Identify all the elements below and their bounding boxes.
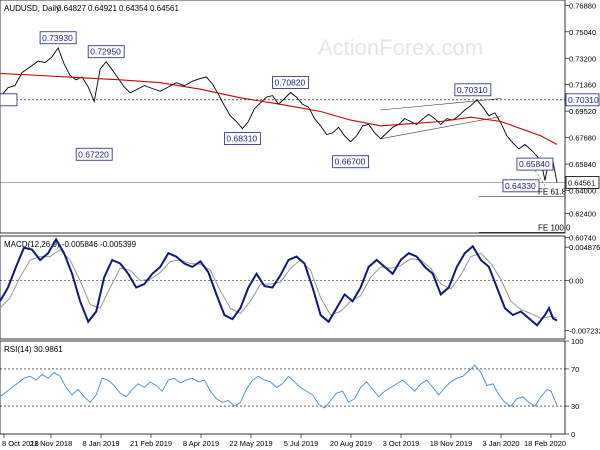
macd-line: [0, 237, 558, 327]
annotation-box: [224, 132, 261, 145]
annotation-label: 0.68310: [226, 134, 257, 144]
x-tick-label: 22 May 2019: [229, 439, 272, 448]
x-tick-label: 20 Aug 2019: [330, 439, 372, 448]
moving-average-line: [0, 72, 558, 145]
header-value-1: 0.64827: [57, 4, 86, 13]
macd-y-tick-label: 0.004876: [569, 243, 600, 252]
fe-label: FE 61.8: [538, 187, 567, 196]
annotation-box: [272, 76, 309, 89]
left-level-box: [0, 93, 18, 107]
annotation-box: [39, 31, 77, 45]
x-tick-label: 3 Jan 2020: [482, 439, 519, 448]
rsi-y-tick-label: 30: [571, 402, 579, 411]
x-tick-label: 3 Oct 2019: [383, 439, 420, 448]
annotation-label: 0.67220: [78, 149, 109, 159]
rsi-y-tick-label: 70: [571, 365, 579, 374]
price-pane-title: AUDUSD, Daily: [4, 4, 60, 13]
price-series-line: [0, 46, 558, 183]
annotation-box: [332, 155, 370, 169]
annotation-label: 0.66700: [335, 157, 366, 167]
price-y-tick-label: 0.62400: [569, 210, 596, 219]
price-y-tick-label: 0.69520: [569, 107, 596, 116]
macd-plot: [0, 237, 565, 327]
header-value-3: 0.64354: [119, 4, 148, 13]
x-tick-label: 5 Jul 2019: [284, 439, 319, 448]
channel-lower-line: [380, 116, 501, 140]
rsi-y-tick-label: 0: [571, 430, 575, 439]
price-header: AUDUSD, Daily 0.64827 0.64921 0.64354 0.…: [4, 4, 179, 13]
annotation-label: 0.64330: [505, 181, 536, 191]
price-y-tick-label: 0.67680: [569, 134, 596, 143]
price-y-tick-label: 0.71360: [569, 81, 596, 90]
annotation-box: [454, 83, 492, 97]
fe-label: FE 100.0: [538, 223, 571, 232]
price-y-tick-label: 0.64000: [569, 187, 596, 196]
price-y-tick-label: 0.60740: [569, 233, 596, 242]
price-annotations: 0.73930 0.72950 0.70820 0.70310 0.68310 0.672…: [39, 31, 600, 232]
watermark-text: ActionForex.com: [318, 35, 483, 60]
channel-upper-line: [380, 98, 501, 111]
rsi-pane-title: RSI(14) 30.9861: [4, 345, 63, 354]
rsi-y-tick-label: 100: [571, 337, 584, 346]
macd-signal-line: [0, 249, 558, 319]
x-tick-label: 18 Nov 2019: [430, 439, 473, 448]
current-price-box: [565, 176, 600, 189]
macd-pane-frame: [0, 235, 566, 340]
x-tick-label: 8 Apr 2019: [183, 439, 219, 448]
annotation-box: [502, 179, 540, 193]
annotation-label: 0.70310: [457, 85, 488, 95]
annotation-label: 0.72950: [90, 47, 121, 57]
macd-y-tick-label: -0.007232: [569, 326, 600, 335]
level-axis-label: 0.70310: [568, 95, 599, 105]
annotation-label: 0.73930: [42, 33, 73, 43]
x-tick-label: 8 Jan 2019: [82, 439, 119, 448]
annotation-box: [87, 45, 125, 59]
level-axis-box: [565, 93, 600, 107]
macd-pane-title: MACD(12,26,9) -0.005846 -0.005399: [4, 240, 137, 249]
price-y-tick-label: 0.73200: [569, 54, 596, 63]
annotation-label: 0.70820: [275, 77, 306, 87]
x-tick-label: 21 Nov 2018: [30, 439, 73, 448]
x-tick-label: 8 Oct 2018: [2, 439, 39, 448]
price-y-tick-label: 0.65840: [569, 160, 596, 169]
annotation-box: [75, 147, 113, 161]
rsi-y-axis: 100 70 30 0: [565, 337, 584, 439]
annotation-box: [516, 157, 554, 171]
macd-y-axis: 0.004876 0.00 -0.007232: [565, 243, 600, 335]
price-y-axis: 0.76880 0.75040 0.73200 0.71360 0.69520 0.676…: [565, 1, 596, 242]
rsi-pane-frame: [0, 340, 566, 435]
price-pane-frame: [0, 0, 566, 234]
macd-y-tick-label: 0.00: [569, 277, 584, 286]
rsi-line: [0, 364, 558, 409]
rsi-plot: [0, 364, 565, 409]
price-y-tick-label: 0.75040: [569, 28, 596, 37]
x-tick-label: 21 Feb 2019: [130, 439, 172, 448]
price-plot: [0, 46, 565, 233]
current-price-label: 0.64561: [568, 179, 595, 188]
price-y-tick-label: 0.76880: [569, 1, 596, 10]
x-tick-label: 18 Feb 2020: [524, 439, 566, 448]
header-value-2: 0.64921: [88, 4, 117, 13]
annotation-label: 0.65840: [519, 159, 550, 169]
header-value-4: 0.64561: [150, 4, 179, 13]
